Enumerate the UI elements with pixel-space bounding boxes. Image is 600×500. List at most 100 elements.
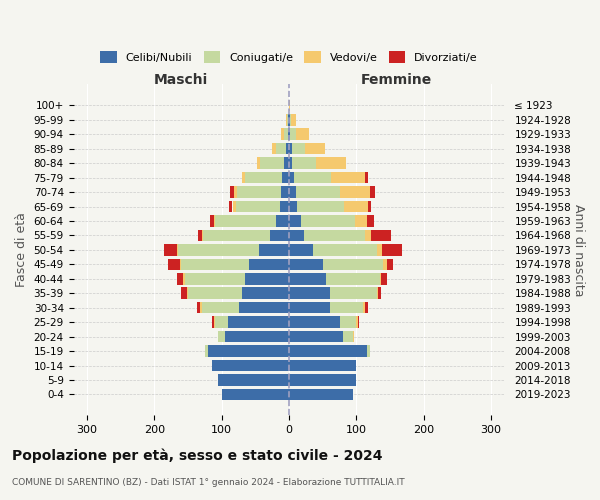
Legend: Celibi/Nubili, Coniugati/e, Vedovi/e, Divorziati/e: Celibi/Nubili, Coniugati/e, Vedovi/e, Di…	[96, 47, 482, 68]
Bar	[289, 186, 296, 198]
Bar	[289, 316, 340, 328]
Bar	[292, 158, 316, 169]
Bar	[289, 273, 326, 284]
Bar	[197, 302, 200, 314]
Bar	[200, 302, 202, 314]
Bar	[367, 215, 374, 227]
Bar	[284, 158, 289, 169]
Bar	[289, 128, 290, 140]
Bar	[313, 244, 377, 256]
Bar	[289, 200, 297, 212]
Bar	[181, 258, 248, 270]
Bar	[289, 230, 304, 241]
Bar	[212, 360, 289, 372]
Bar	[280, 200, 289, 212]
Bar	[365, 230, 371, 241]
Bar	[260, 158, 284, 169]
Bar	[202, 230, 203, 241]
Bar	[371, 230, 391, 241]
Bar	[387, 258, 394, 270]
Text: Maschi: Maschi	[154, 72, 208, 86]
Bar	[215, 316, 229, 328]
Bar	[229, 316, 289, 328]
Bar	[188, 288, 242, 299]
Bar	[289, 346, 367, 357]
Bar	[286, 143, 289, 154]
Bar	[205, 346, 208, 357]
Bar	[353, 331, 355, 342]
Bar	[358, 316, 359, 328]
Bar	[289, 114, 290, 126]
Bar	[329, 302, 363, 314]
Y-axis label: Anni di nascita: Anni di nascita	[572, 204, 585, 296]
Bar	[289, 100, 290, 111]
Bar	[208, 346, 289, 357]
Bar	[234, 186, 237, 198]
Bar	[164, 244, 176, 256]
Bar	[289, 244, 313, 256]
Bar	[184, 273, 185, 284]
Bar	[363, 302, 365, 314]
Bar	[329, 288, 377, 299]
Bar	[340, 186, 370, 198]
Bar	[365, 172, 368, 184]
Bar	[245, 172, 283, 184]
Bar	[368, 200, 371, 212]
Text: Femmine: Femmine	[361, 72, 433, 86]
Bar	[210, 215, 214, 227]
Bar	[289, 172, 294, 184]
Bar	[198, 230, 202, 241]
Bar	[180, 258, 181, 270]
Bar	[294, 172, 331, 184]
Bar	[181, 288, 187, 299]
Bar	[343, 331, 353, 342]
Bar	[323, 258, 383, 270]
Bar	[296, 128, 309, 140]
Bar	[214, 215, 215, 227]
Bar	[380, 273, 382, 284]
Bar	[176, 244, 178, 256]
Bar	[284, 128, 288, 140]
Bar	[281, 128, 284, 140]
Bar	[289, 258, 323, 270]
Bar	[222, 388, 289, 400]
Bar	[365, 302, 368, 314]
Bar	[301, 215, 355, 227]
Bar	[331, 172, 365, 184]
Bar	[272, 143, 275, 154]
Bar	[316, 158, 346, 169]
Bar	[233, 200, 236, 212]
Bar	[290, 114, 291, 126]
Bar	[289, 388, 353, 400]
Bar	[270, 230, 289, 241]
Bar	[212, 316, 214, 328]
Text: COMUNE DI SARENTINO (BZ) - Dati ISTAT 1° gennaio 2024 - Elaborazione TUTTITALIA.: COMUNE DI SARENTINO (BZ) - Dati ISTAT 1°…	[12, 478, 404, 487]
Bar	[305, 143, 325, 154]
Bar	[257, 158, 260, 169]
Bar	[178, 244, 259, 256]
Bar	[290, 128, 296, 140]
Bar	[236, 200, 280, 212]
Bar	[218, 374, 289, 386]
Bar	[203, 230, 270, 241]
Bar	[283, 172, 289, 184]
Bar	[225, 331, 289, 342]
Bar	[304, 230, 365, 241]
Bar	[326, 273, 380, 284]
Bar	[296, 186, 340, 198]
Bar	[242, 288, 289, 299]
Bar	[168, 258, 180, 270]
Bar	[289, 143, 292, 154]
Bar	[377, 244, 382, 256]
Bar	[281, 186, 289, 198]
Bar	[215, 215, 275, 227]
Bar	[340, 316, 356, 328]
Bar	[367, 346, 370, 357]
Bar	[289, 331, 343, 342]
Bar	[297, 200, 344, 212]
Bar	[377, 288, 378, 299]
Text: Popolazione per età, sesso e stato civile - 2024: Popolazione per età, sesso e stato civil…	[12, 448, 383, 463]
Bar	[239, 302, 289, 314]
Bar	[287, 114, 289, 126]
Bar	[288, 128, 289, 140]
